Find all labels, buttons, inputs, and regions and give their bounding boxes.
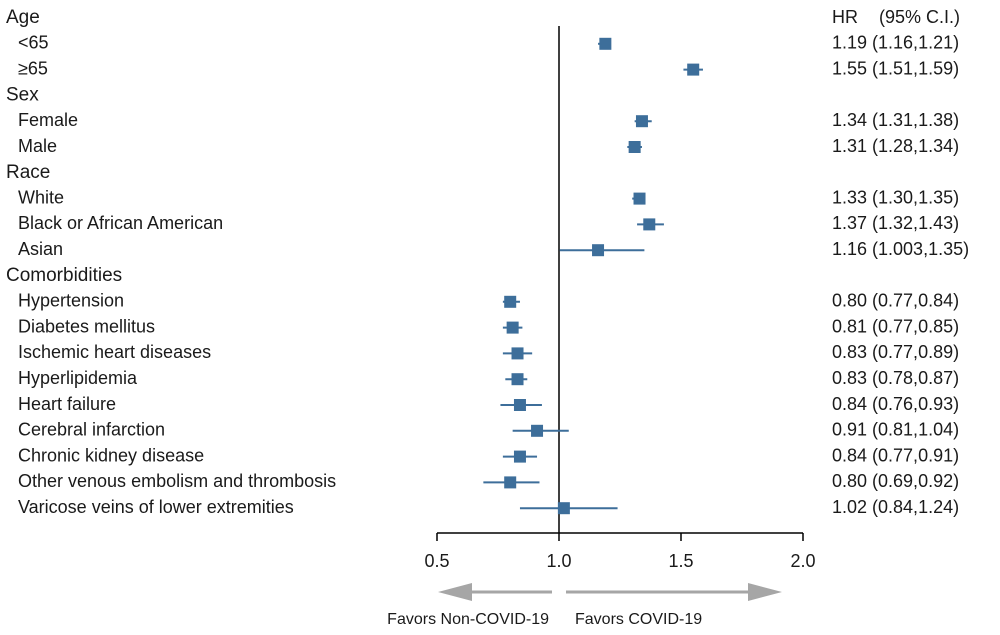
row-label: Hyperlipidemia xyxy=(18,368,138,388)
row-label: Black or African American xyxy=(18,213,223,233)
row-label: Diabetes mellitus xyxy=(18,316,155,336)
group-label: Age xyxy=(6,7,40,28)
x-tick-label: 1.5 xyxy=(668,551,693,571)
hr-header: HR xyxy=(832,7,858,27)
hr-marker xyxy=(557,502,570,515)
hr-ci-value: 1.31 (1.28,1.34) xyxy=(832,136,959,156)
hr-ci-value: 1.33 (1.30,1.35) xyxy=(832,187,959,207)
hr-ci-value: 1.34 (1.31,1.38) xyxy=(832,110,959,130)
hr-marker xyxy=(511,347,524,360)
row-label: White xyxy=(18,187,64,207)
hr-ci-value: 0.84 (0.76,0.93) xyxy=(832,394,959,414)
hr-marker xyxy=(643,218,656,231)
hr-ci-value: 0.84 (0.77,0.91) xyxy=(832,445,959,465)
ci-header: (95% C.I.) xyxy=(879,7,960,27)
favor-right-arrowhead xyxy=(748,583,782,601)
row-label: Male xyxy=(18,136,57,156)
row-label: ≥65 xyxy=(18,58,48,78)
x-tick-label: 1.0 xyxy=(546,551,571,571)
hr-marker xyxy=(633,192,646,205)
row-label: Hypertension xyxy=(18,291,124,311)
hr-ci-value: 1.16 (1.003,1.35) xyxy=(832,239,969,259)
hr-marker xyxy=(635,115,648,128)
hr-marker xyxy=(513,450,526,463)
hr-marker xyxy=(504,476,517,489)
hr-ci-value: 0.83 (0.78,0.87) xyxy=(832,368,959,388)
hr-marker xyxy=(592,244,605,257)
hr-marker xyxy=(511,373,524,386)
row-label: Ischemic heart diseases xyxy=(18,342,211,362)
row-label: Other venous embolism and thrombosis xyxy=(18,471,336,491)
x-tick-label: 2.0 xyxy=(790,551,815,571)
row-label: Asian xyxy=(18,239,63,259)
hr-marker xyxy=(599,37,612,50)
favor-left-arrowhead xyxy=(438,583,472,601)
row-label: <65 xyxy=(18,33,49,53)
group-label: Race xyxy=(6,162,50,183)
group-label: Comorbidities xyxy=(6,265,122,286)
row-label: Chronic kidney disease xyxy=(18,445,204,465)
hr-ci-value: 1.55 (1.51,1.59) xyxy=(832,58,959,78)
row-label: Varicose veins of lower extremities xyxy=(18,497,294,517)
row-label: Female xyxy=(18,110,78,130)
hr-ci-value: 1.02 (0.84,1.24) xyxy=(832,497,959,517)
hr-ci-value: 0.91 (0.81,1.04) xyxy=(832,420,959,440)
favor-right-label: Favors COVID-19 xyxy=(575,611,702,628)
group-label: Sex xyxy=(6,84,39,105)
favor-left-label: Favors Non-COVID-19 xyxy=(387,611,549,628)
hr-marker xyxy=(504,295,517,308)
hr-marker xyxy=(513,399,526,411)
hr-ci-value: 0.81 (0.77,0.85) xyxy=(832,316,959,336)
hr-ci-value: 1.37 (1.32,1.43) xyxy=(832,213,959,233)
hr-ci-value: 1.19 (1.16,1.21) xyxy=(832,33,959,53)
hr-marker xyxy=(531,424,544,437)
hr-ci-value: 0.83 (0.77,0.89) xyxy=(832,342,959,362)
hr-ci-value: 0.80 (0.69,0.92) xyxy=(832,471,959,491)
row-label: Cerebral infarction xyxy=(18,420,165,440)
hr-marker xyxy=(687,63,700,76)
row-label: Heart failure xyxy=(18,394,116,414)
hr-ci-value: 0.80 (0.77,0.84) xyxy=(832,291,959,311)
hr-marker xyxy=(506,321,519,334)
hr-marker xyxy=(628,141,641,153)
x-tick-label: 0.5 xyxy=(424,551,449,571)
